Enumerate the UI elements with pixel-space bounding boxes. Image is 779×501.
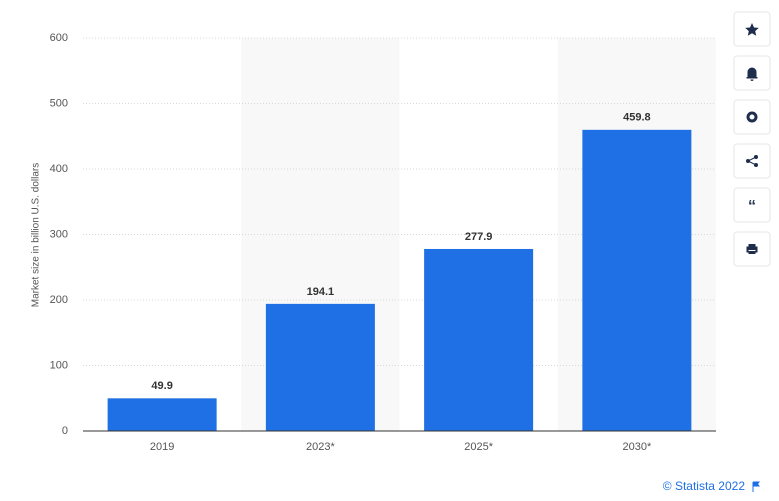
- bar: [424, 248, 534, 431]
- y-tick-label: 100: [50, 359, 68, 371]
- statista-flag: [752, 481, 760, 492]
- print-button[interactable]: [733, 231, 771, 267]
- notification-button[interactable]: [733, 55, 771, 91]
- value-label: 459.8: [623, 112, 651, 124]
- favorite-button[interactable]: [733, 11, 771, 47]
- x-tick-label: 2019: [150, 441, 174, 453]
- cite-button[interactable]: “: [733, 187, 771, 223]
- y-tick-label: 500: [50, 97, 68, 109]
- value-label: 277.9: [465, 231, 493, 243]
- value-label: 49.9: [151, 380, 172, 392]
- y-tick-label: 400: [50, 163, 68, 175]
- svg-text:“: “: [748, 198, 756, 215]
- y-tick-label: 0: [62, 425, 68, 437]
- x-tick-label: 2025*: [464, 441, 493, 453]
- y-tick-label: 200: [50, 294, 68, 306]
- credit: © Statista 2022: [663, 479, 746, 493]
- bar: [265, 303, 375, 431]
- bar: [107, 398, 217, 431]
- bar: [582, 129, 692, 431]
- value-label: 194.1: [307, 286, 335, 298]
- toolbar: “: [733, 11, 771, 267]
- x-tick-label: 2030*: [622, 441, 651, 453]
- y-tick-label: 300: [50, 228, 68, 240]
- settings-button[interactable]: [733, 99, 771, 135]
- y-axis-label: Market size in billion U.S. dollars: [31, 163, 42, 308]
- share-button[interactable]: [733, 143, 771, 179]
- y-tick-label: 600: [50, 32, 68, 44]
- x-tick-label: 2023*: [306, 441, 335, 453]
